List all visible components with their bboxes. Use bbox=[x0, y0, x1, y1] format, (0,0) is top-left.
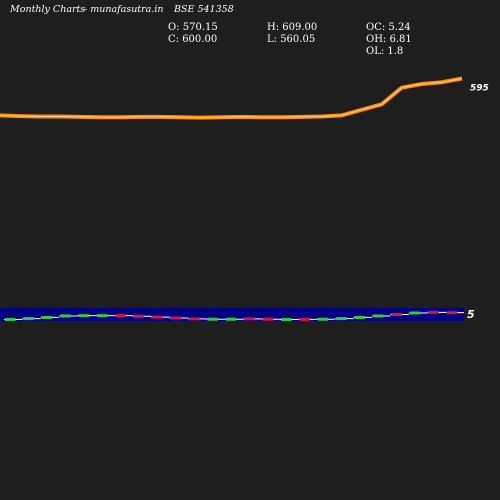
volume-bar bbox=[225, 317, 237, 321]
volume-bar bbox=[97, 314, 108, 318]
volume-bar bbox=[152, 315, 163, 319]
oh-value: OH: 6.81 bbox=[366, 34, 412, 45]
volume-bar bbox=[207, 317, 218, 321]
site-name[interactable]: - munafasutra.in bbox=[84, 4, 164, 15]
volume-bar bbox=[446, 311, 457, 315]
volume-bar bbox=[391, 312, 402, 316]
volume-bar bbox=[78, 314, 89, 318]
volume-bar bbox=[317, 317, 329, 321]
price-panel: 595 bbox=[0, 76, 489, 120]
price-line bbox=[0, 76, 463, 120]
volume-axis-label: 5 bbox=[467, 308, 475, 321]
volume-bar bbox=[428, 310, 439, 314]
price-line-highlight bbox=[0, 78, 463, 119]
volume-bar bbox=[281, 318, 292, 322]
volume-bar bbox=[244, 317, 255, 321]
volume-bar bbox=[23, 317, 34, 321]
volume-bar bbox=[299, 317, 310, 321]
volume-bar bbox=[5, 318, 16, 322]
volume-panel: 5 bbox=[0, 308, 475, 322]
volume-bar bbox=[409, 311, 421, 315]
volume-bar bbox=[189, 317, 200, 321]
volume-bar bbox=[373, 314, 384, 318]
volume-bar bbox=[170, 316, 181, 320]
oc-value: OC: 5.24 bbox=[366, 22, 411, 33]
volume-bar bbox=[354, 315, 365, 319]
close-value: C: 600.00 bbox=[168, 34, 218, 45]
volume-background bbox=[0, 308, 464, 321]
volume-bar bbox=[336, 317, 347, 321]
volume-bar bbox=[115, 314, 126, 318]
price-axis-label: 595 bbox=[470, 83, 489, 93]
volume-bar bbox=[60, 314, 71, 318]
high-value: H: 609.00 bbox=[267, 22, 318, 33]
symbol-label: BSE 541358 bbox=[174, 4, 234, 15]
volume-bar bbox=[262, 317, 273, 321]
chart-title: Monthly Charts bbox=[10, 4, 86, 15]
ol-value: OL: 1.8 bbox=[366, 46, 404, 57]
open-value: O: 570.15 bbox=[168, 22, 218, 33]
volume-bar bbox=[133, 314, 145, 318]
volume-bar bbox=[41, 315, 53, 319]
low-value: L: 560.05 bbox=[267, 34, 316, 45]
